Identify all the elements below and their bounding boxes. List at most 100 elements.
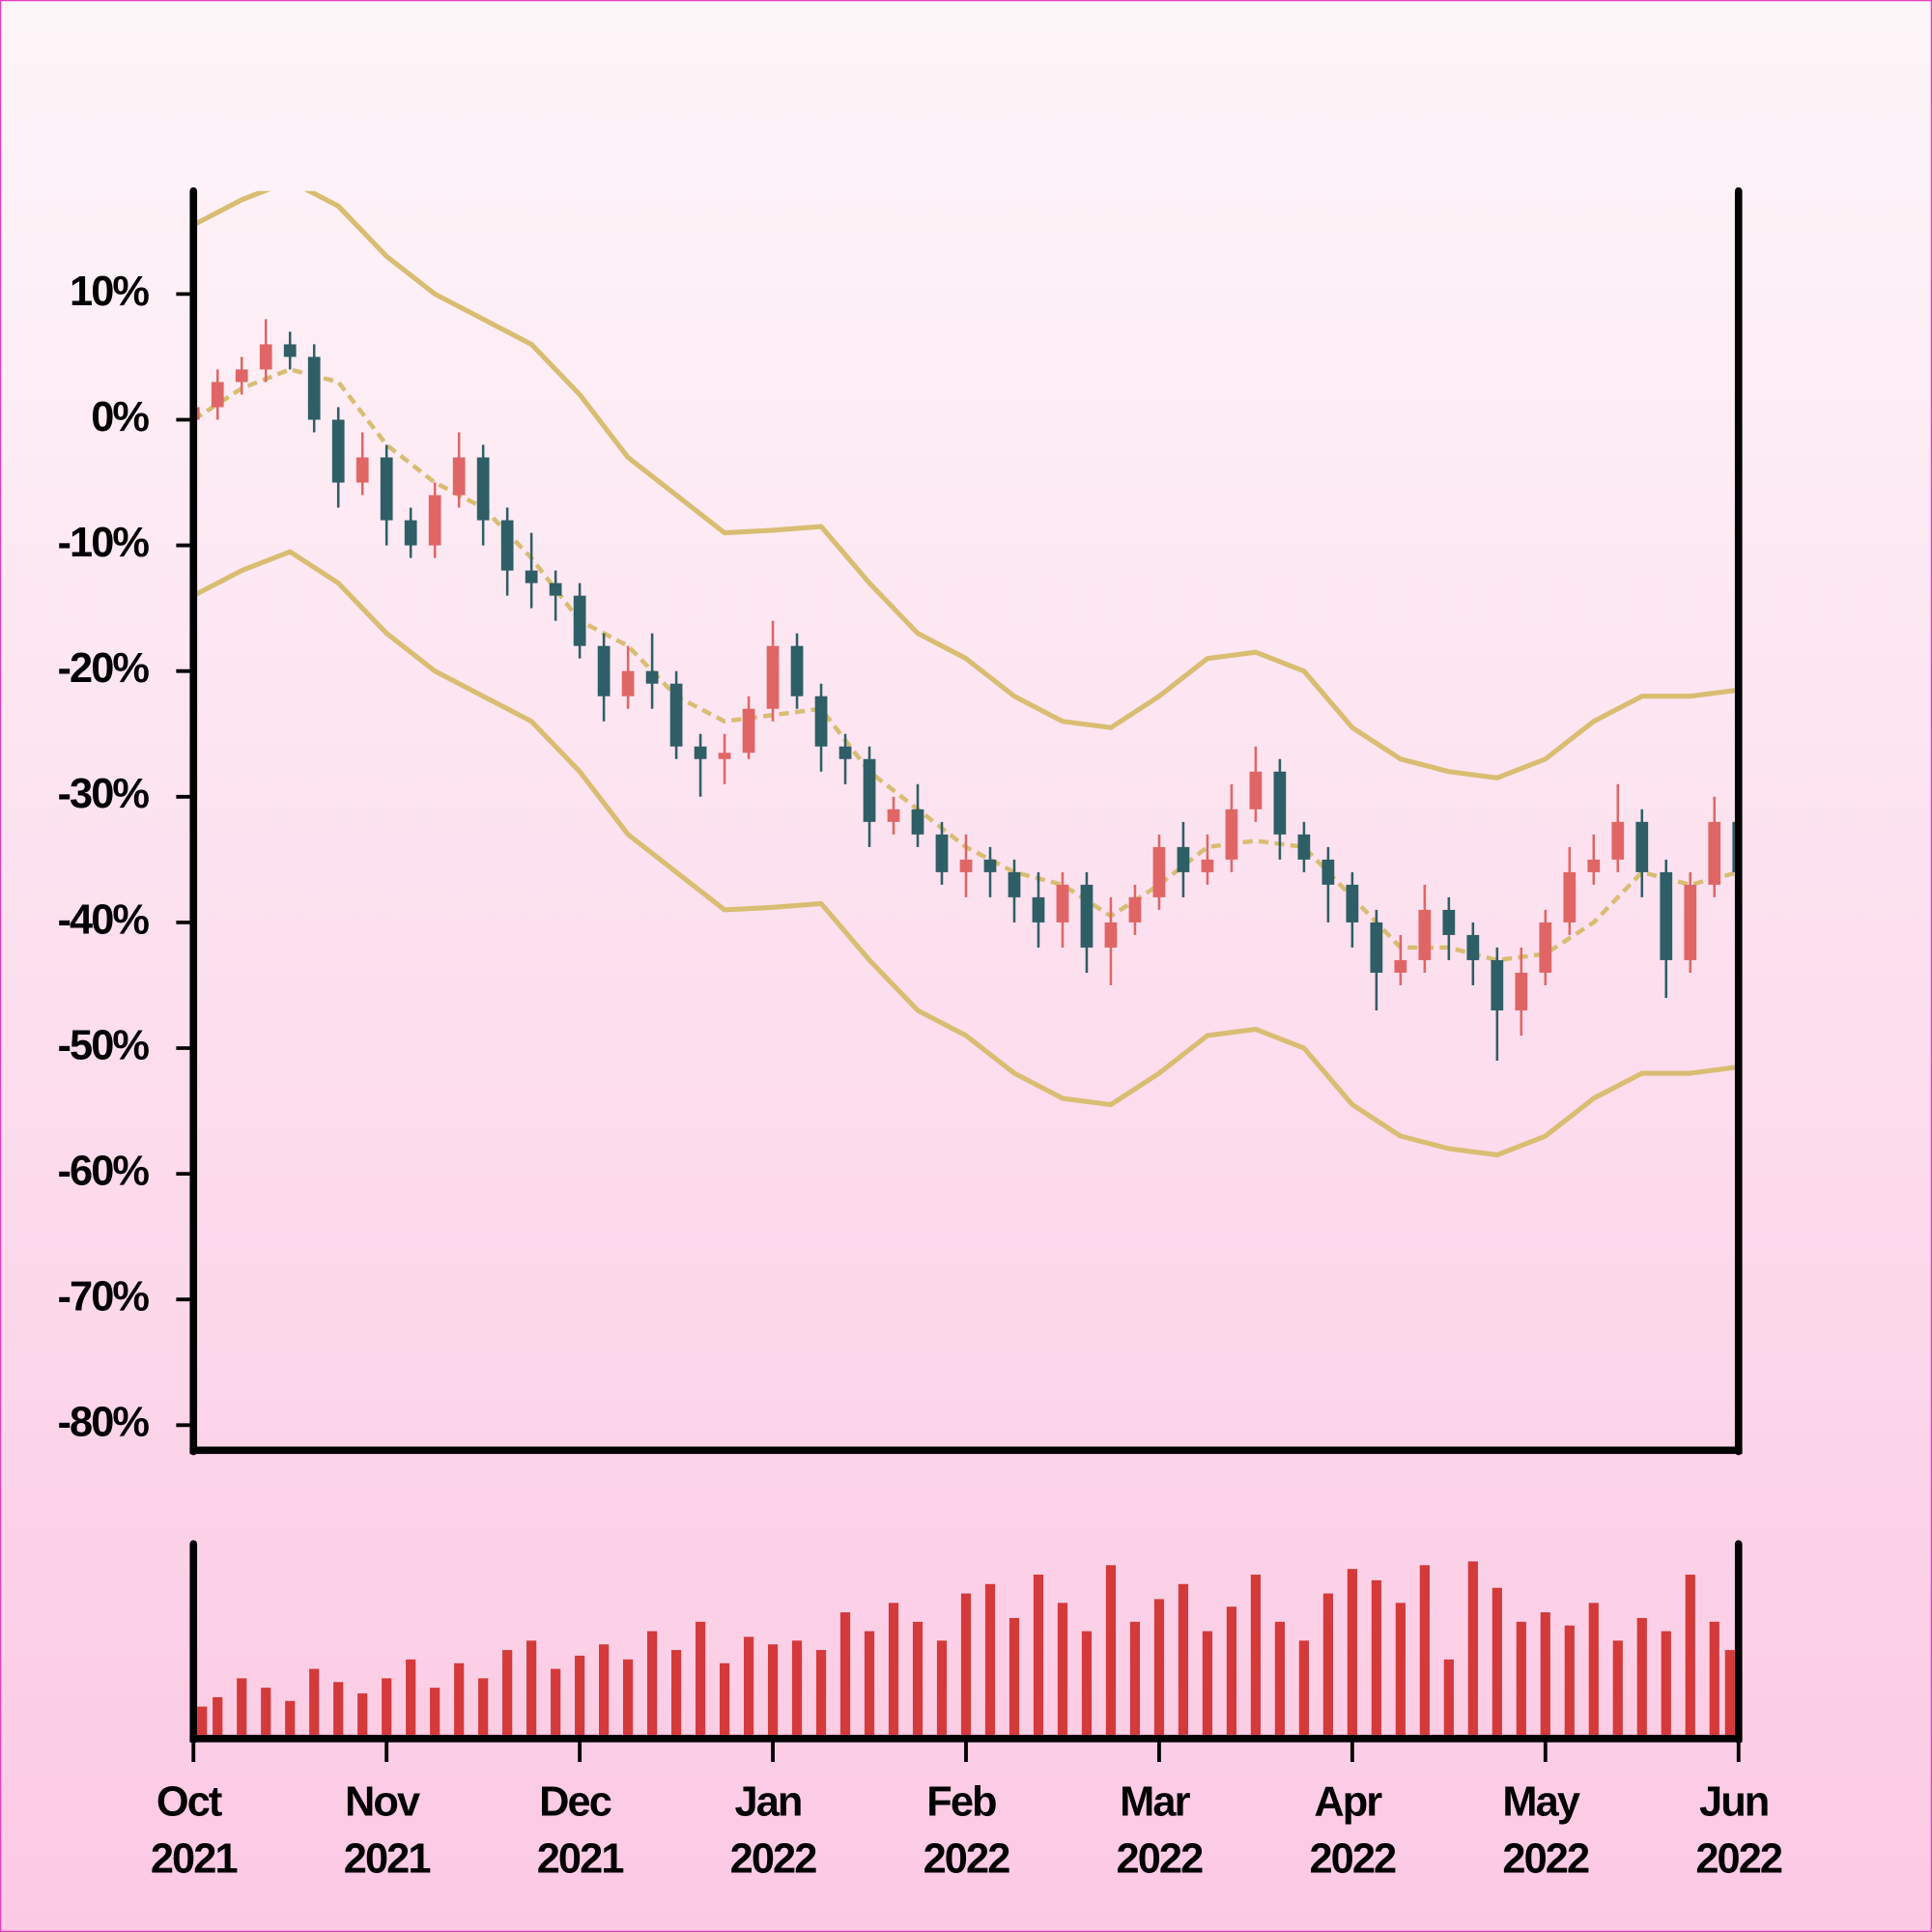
- x-tick-label: Mar 2022: [1117, 1779, 1204, 1883]
- candle-body: [331, 419, 345, 483]
- volume-bar: [1395, 1603, 1406, 1735]
- volume-bar: [695, 1621, 706, 1735]
- candle-body: [235, 369, 248, 383]
- candle-body: [863, 758, 876, 822]
- volume-bar: [1419, 1565, 1430, 1735]
- x-tick-label: Apr 2022: [1309, 1779, 1396, 1883]
- volume-bar: [1709, 1621, 1719, 1735]
- volume-bar: [1081, 1631, 1093, 1735]
- volume-bar: [1661, 1631, 1671, 1735]
- candle-body: [1201, 859, 1214, 872]
- volume-bar: [599, 1644, 610, 1735]
- candle-body: [500, 520, 514, 571]
- volume-bar: [1250, 1575, 1262, 1735]
- x-tick-label-line: May: [1502, 1779, 1588, 1826]
- candle-body: [283, 344, 297, 357]
- volume-bar: [1105, 1565, 1117, 1735]
- candle-body: [1346, 884, 1359, 923]
- band-line: [193, 549, 1739, 1158]
- volume-bar: [839, 1612, 851, 1735]
- candle-body: [476, 457, 490, 521]
- candle-body: [1515, 972, 1528, 1010]
- volume-bar: [1443, 1659, 1454, 1735]
- candle-body: [1032, 896, 1045, 923]
- volume-bar: [912, 1621, 923, 1735]
- volume-bar: [526, 1640, 537, 1735]
- volume-bar: [960, 1593, 972, 1735]
- candle-body: [621, 670, 635, 696]
- x-tick-label-line: 2022: [730, 1836, 817, 1883]
- x-tick-label-line: 2022: [1695, 1836, 1782, 1883]
- candle-body: [1635, 821, 1649, 872]
- volume-bar: [1588, 1603, 1599, 1735]
- candle-body: [404, 520, 417, 546]
- candle-body: [1249, 771, 1263, 810]
- candle-body: [1466, 934, 1480, 960]
- candle-body: [887, 809, 900, 822]
- volume-bar: [382, 1678, 392, 1735]
- candle-body: [766, 645, 780, 709]
- candle-body: [1394, 959, 1407, 973]
- volume-bar: [1274, 1621, 1285, 1735]
- band-line: [193, 190, 1739, 781]
- volume-bar: [670, 1650, 682, 1735]
- x-tick-label-line: 2022: [1309, 1836, 1396, 1883]
- candle-body: [669, 683, 683, 747]
- volume-bar: [1371, 1579, 1381, 1735]
- x-tick-label-line: Jun: [1699, 1779, 1777, 1826]
- y-tick-label: 0%: [91, 394, 149, 440]
- candle-body: [1104, 922, 1118, 948]
- candle-body: [1442, 909, 1456, 935]
- x-tick-label-line: 2022: [1117, 1836, 1204, 1883]
- x-tick-label-line: Oct: [156, 1779, 231, 1826]
- volume-bar: [478, 1678, 489, 1735]
- candle-body: [1056, 884, 1069, 923]
- volume-bar: [623, 1659, 634, 1735]
- candle-body: [959, 859, 973, 872]
- volume-bar: [551, 1668, 561, 1735]
- candle-body: [307, 356, 321, 420]
- candle-body: [211, 382, 224, 408]
- y-tick-label: 10%: [70, 269, 149, 315]
- volume-bar: [1033, 1575, 1044, 1735]
- x-tick-label-line: 2021: [151, 1836, 238, 1883]
- candle-body: [1539, 922, 1552, 973]
- volume-bar: [502, 1650, 513, 1735]
- x-tick-label-line: 2022: [1502, 1836, 1589, 1883]
- candle-body: [597, 645, 611, 696]
- volume-bar: [1178, 1583, 1189, 1735]
- candle-body: [983, 859, 997, 872]
- x-tick-label: Oct 2021: [151, 1779, 238, 1883]
- x-tick-label-line: Nov: [345, 1779, 428, 1826]
- candle-body: [742, 708, 755, 753]
- candle-body: [1321, 859, 1335, 885]
- volume-bar: [333, 1682, 344, 1735]
- volume-bar: [1540, 1612, 1550, 1735]
- y-tick-label: -40%: [57, 896, 149, 943]
- axes: [189, 186, 1743, 1744]
- candle-body: [428, 495, 441, 546]
- y-tick-label: -10%: [57, 520, 149, 566]
- x-tick-label-line: 2021: [344, 1836, 431, 1883]
- volume-bar: [888, 1603, 899, 1735]
- x-tick-label: Dec 2021: [537, 1779, 624, 1883]
- volume-bar: [213, 1696, 223, 1735]
- candle-body: [1708, 821, 1721, 885]
- volume-bar: [1057, 1603, 1068, 1735]
- candle-body: [1587, 859, 1601, 872]
- candle-body: [694, 746, 707, 759]
- volume-bar: [1685, 1575, 1695, 1735]
- volume-bar: [864, 1631, 875, 1735]
- candle-body: [1370, 922, 1383, 973]
- volume-bar: [454, 1662, 465, 1735]
- volume-bar: [719, 1662, 730, 1735]
- y-tick-label: -70%: [57, 1274, 149, 1321]
- volume-bar: [1153, 1599, 1165, 1735]
- volume-bar: [430, 1688, 440, 1735]
- volume-bar: [1226, 1606, 1237, 1735]
- y-tick-label: -20%: [57, 645, 149, 692]
- volume-plot: [197, 1561, 1735, 1735]
- volume-bar: [1564, 1625, 1575, 1735]
- candle-body: [1177, 846, 1190, 872]
